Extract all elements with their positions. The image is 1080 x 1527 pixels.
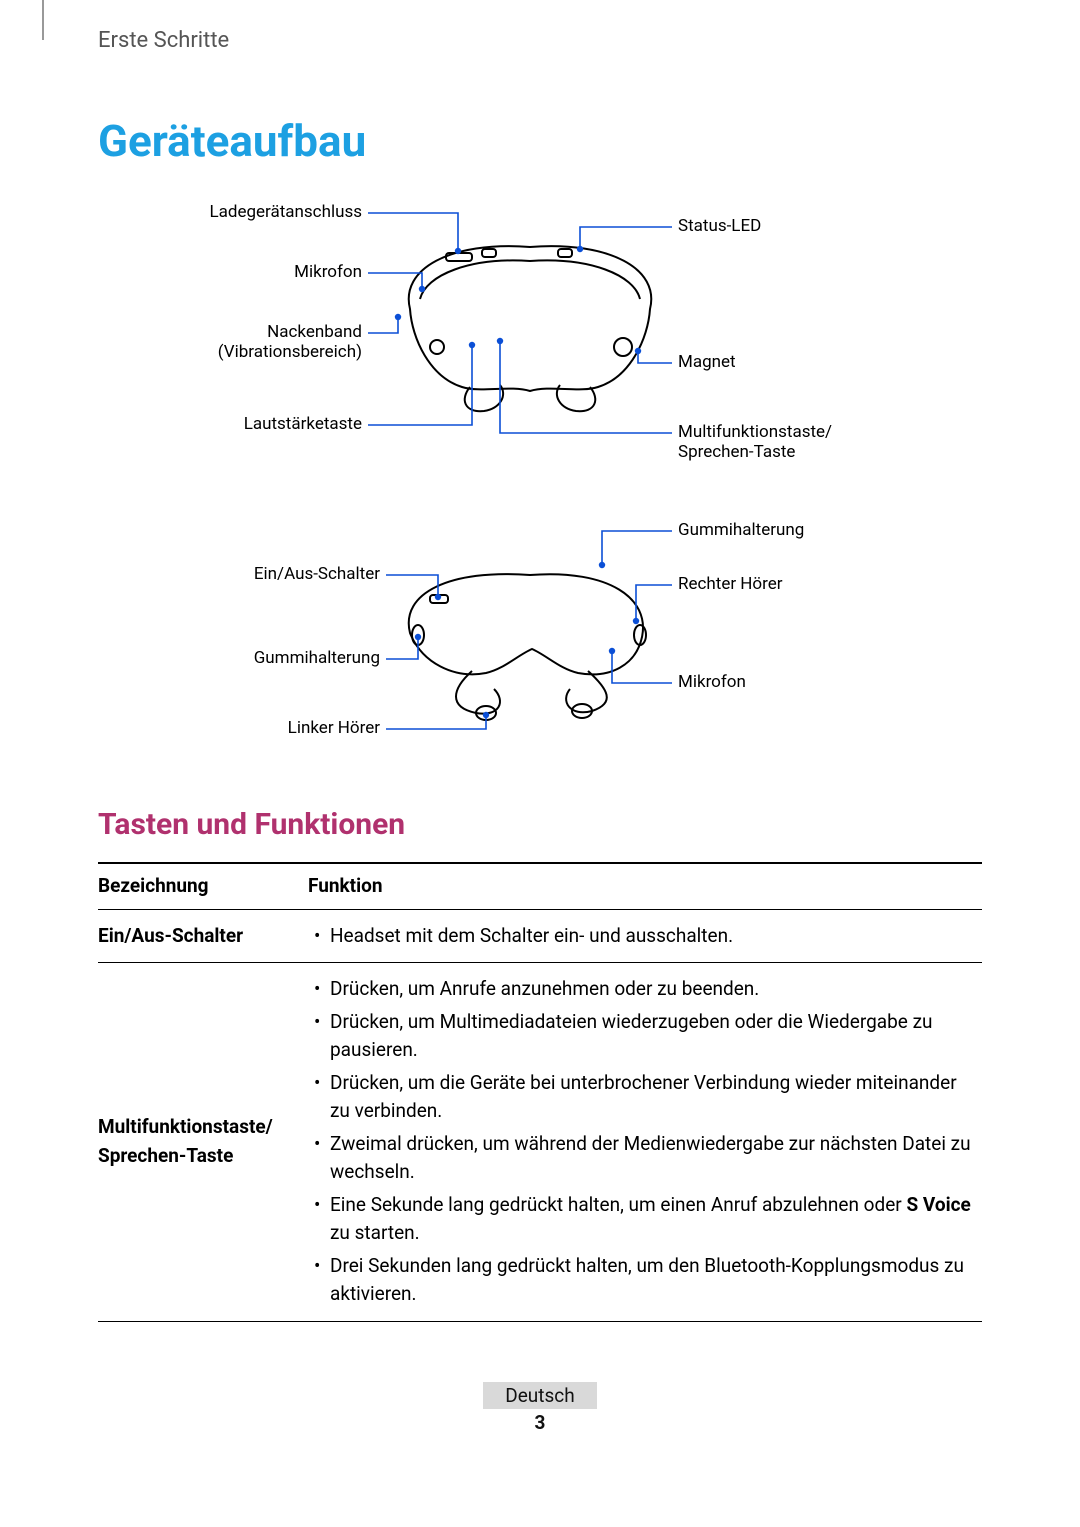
diagram-top: Ladegerätanschluss Mikrofon Nackenband(Vib…: [98, 189, 982, 503]
diagram-label: (Vibrationsbereich): [218, 342, 362, 362]
table-header-row: Bezeichnung Funktion: [98, 863, 982, 909]
diagram-label: Mikrofon: [678, 672, 746, 692]
row-function: Headset mit dem Schalter ein- und aussch…: [308, 909, 982, 963]
row-label: Multifunktionstaste/Sprechen-Taste: [98, 963, 308, 1322]
diagram-label: Nackenband: [267, 322, 362, 342]
diagram-label: Ladegerätanschluss: [209, 202, 362, 222]
margin-rule: [42, 0, 44, 40]
col-name: Bezeichnung: [98, 863, 308, 909]
row-function: Drücken, um Anrufe anzunehmen oder zu be…: [308, 963, 982, 1322]
function-item: Zweimal drücken, um während der Medienwi…: [308, 1130, 972, 1187]
diagram-label: Gummihalterung: [678, 520, 804, 540]
page-title: Geräteaufbau: [98, 115, 982, 167]
diagram-label: Ein/Aus-Schalter: [254, 564, 380, 584]
diagram-label: Lautstärketaste: [244, 414, 362, 434]
page: Erste Schritte Geräteaufbau L: [0, 0, 1080, 1474]
diagram-label: Gummihalterung: [254, 648, 380, 668]
function-item: Headset mit dem Schalter ein- und aussch…: [308, 922, 972, 951]
diagram-bottom: Ein/Aus-Schalter Gummihalterung Linker Hör…: [98, 503, 982, 767]
diagram-label: Magnet: [678, 352, 736, 372]
col-function: Funktion: [308, 863, 982, 909]
diagram-label: Multifunktionstaste/: [678, 422, 832, 442]
diagram-label: Status-LED: [678, 216, 761, 236]
function-item: Drücken, um die Geräte bei unterbrochene…: [308, 1069, 972, 1126]
subsection-title: Tasten und Funktionen: [98, 807, 982, 842]
table-row: Multifunktionstaste/Sprechen-TasteDrücke…: [98, 963, 982, 1322]
function-item: Drei Sekunden lang gedrückt halten, um d…: [308, 1252, 972, 1309]
function-item: Eine Sekunde lang gedrückt halten, um ei…: [308, 1191, 972, 1248]
diagram-label: Rechter Hörer: [678, 574, 783, 594]
row-label: Ein/Aus-Schalter: [98, 909, 308, 963]
diagram-label: Sprechen-Taste: [678, 442, 795, 462]
breadcrumb: Erste Schritte: [98, 28, 982, 53]
footer-page-number: 3: [98, 1411, 982, 1434]
diagram-label: Mikrofon: [294, 262, 362, 282]
table-row: Ein/Aus-SchalterHeadset mit dem Schalter…: [98, 909, 982, 963]
diagram-label: Linker Hörer: [288, 718, 381, 738]
functions-table: Bezeichnung Funktion Ein/Aus-SchalterHea…: [98, 862, 982, 1322]
diagram-top-svg: Ladegerätanschluss Mikrofon Nackenband(Vib…: [130, 189, 950, 499]
footer-language: Deutsch: [483, 1382, 596, 1409]
diagram-bottom-svg: Ein/Aus-Schalter Gummihalterung Linker Hör…: [130, 503, 950, 763]
function-item: Drücken, um Multimediadateien wiederzuge…: [308, 1008, 972, 1065]
footer: Deutsch 3: [98, 1382, 982, 1434]
function-item: Drücken, um Anrufe anzunehmen oder zu be…: [308, 975, 972, 1004]
